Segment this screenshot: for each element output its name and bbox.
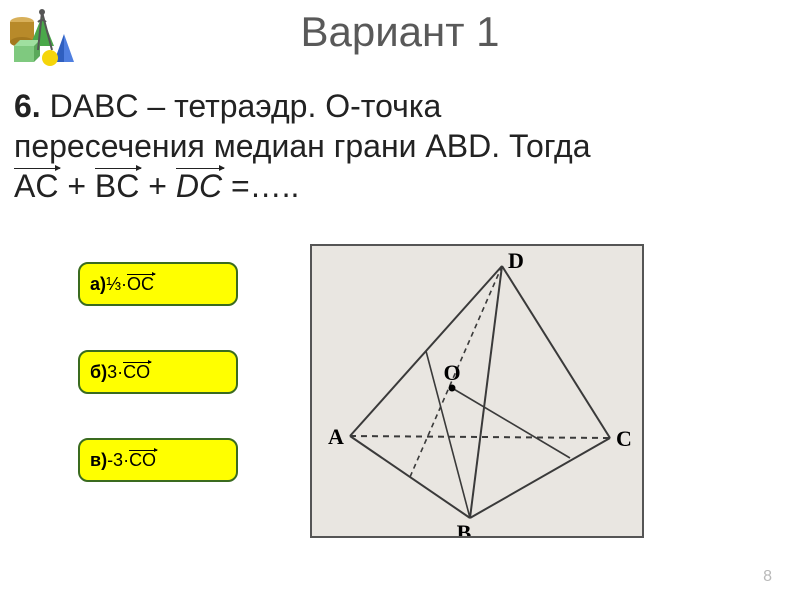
plus-2: +	[139, 168, 175, 204]
answer-c-label: в)	[90, 450, 107, 471]
answer-b-label: б)	[90, 362, 107, 383]
plus-1: +	[58, 168, 94, 204]
answer-a-vec: OC	[127, 274, 154, 295]
svg-text:B: B	[457, 520, 472, 536]
answer-c[interactable]: в) -3·CO	[78, 438, 238, 482]
svg-text:D: D	[508, 248, 524, 273]
page-number: 8	[763, 568, 772, 586]
answer-a-label: а)	[90, 274, 106, 295]
answer-c-vec: CO	[129, 450, 156, 471]
answer-c-coef: -3·	[107, 450, 129, 471]
answers-group: а) ⅓·OC б) 3·CO в) -3·CO	[78, 262, 238, 482]
svg-text:C: C	[616, 426, 632, 451]
answer-a[interactable]: а) ⅓·OC	[78, 262, 238, 306]
question-text: 6. DABC – тетраэдр. О-точка пересечения …	[14, 86, 786, 206]
svg-text:O: O	[443, 360, 460, 385]
question-number: 6.	[14, 88, 41, 124]
eq-tail: =…..	[222, 168, 299, 204]
answer-a-coef: ⅓·	[106, 274, 127, 295]
answer-b[interactable]: б) 3·CO	[78, 350, 238, 394]
question-line1: DABC – тетраэдр. О-точка	[50, 88, 442, 124]
page-title: Вариант 1	[0, 8, 800, 56]
svg-text:A: A	[328, 424, 344, 449]
vector-ac: AC	[14, 166, 58, 206]
answer-b-vec: CO	[123, 362, 150, 383]
vector-dc: DC	[176, 166, 222, 206]
tetrahedron-diagram: D A B C O	[310, 244, 644, 538]
vector-bc: BC	[95, 166, 139, 206]
question-line2: пересечения медиан грани ABD. Тогда	[14, 128, 591, 164]
answer-b-coef: 3·	[107, 362, 123, 383]
